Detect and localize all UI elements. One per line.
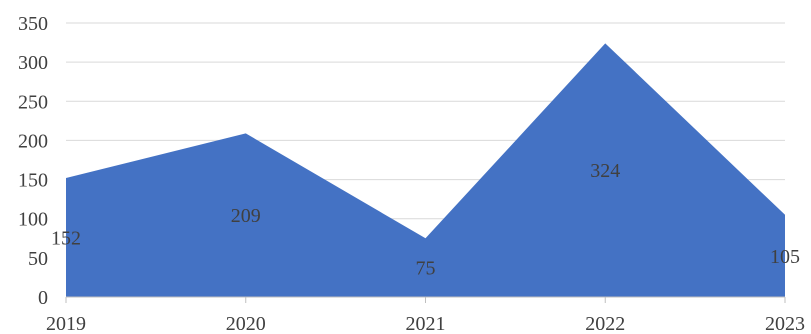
- area-series: [65, 43, 786, 298]
- x-tick-label: 2019: [46, 313, 86, 334]
- data-label-2021: 75: [416, 258, 436, 280]
- data-label-2019: 152: [51, 228, 81, 250]
- y-tick-label: 250: [18, 91, 48, 113]
- data-labels: 152 209 75 324 105: [51, 160, 800, 279]
- y-tick-label: 100: [18, 209, 48, 231]
- data-label-2023: 105: [770, 246, 800, 268]
- y-tick-label: 150: [18, 170, 48, 192]
- data-label-2020: 209: [231, 205, 261, 227]
- x-tick-label: 2021: [406, 313, 446, 334]
- x-tick-label: 2023: [765, 313, 805, 334]
- y-tick-label: 300: [18, 52, 48, 74]
- x-tick-label: 2020: [226, 313, 266, 334]
- data-label-2022: 324: [590, 160, 620, 182]
- y-axis-ticks: 0 50 100 150 200 250 300 350: [18, 13, 48, 309]
- x-tick-label: 2022: [585, 313, 625, 334]
- y-tick-label: 200: [18, 130, 48, 152]
- y-tick-label: 50: [28, 248, 48, 270]
- y-tick-label: 0: [38, 287, 48, 309]
- area-fill: [66, 43, 785, 298]
- y-tick-label: 350: [18, 13, 48, 35]
- x-axis-ticks: 2019 2020 2021 2022 2023: [46, 297, 805, 334]
